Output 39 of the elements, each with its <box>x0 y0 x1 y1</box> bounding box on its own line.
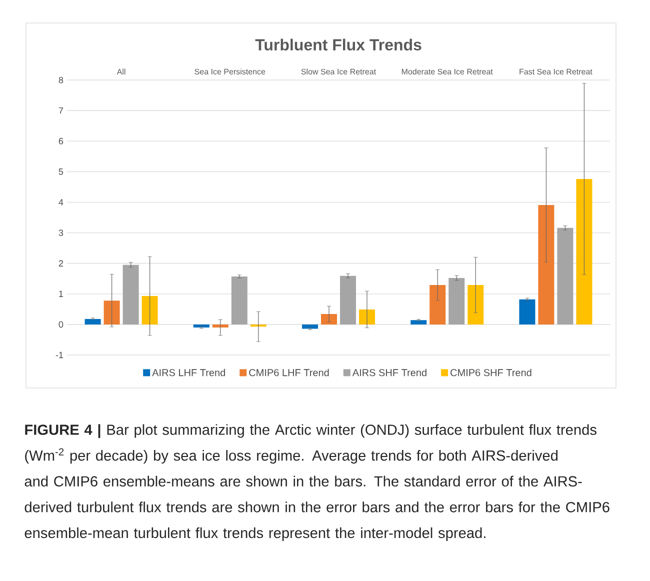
bar <box>250 324 266 327</box>
x-tick-label: Sea Ice Persistence <box>194 68 266 74</box>
bar <box>231 276 248 324</box>
chart-title: Turbluent Flux Trends <box>255 38 422 50</box>
bar <box>321 314 338 324</box>
bar <box>212 324 228 328</box>
bar <box>430 285 446 324</box>
y-tick-label: 8 <box>58 76 64 84</box>
y-tick-label: 3 <box>58 230 64 236</box>
y-tick-label: 5 <box>58 168 64 175</box>
bar <box>302 324 318 329</box>
x-tick-label: Slow Sea Ice Retreat <box>301 68 376 74</box>
bar <box>448 278 465 324</box>
y-tick-label: -1 <box>56 352 64 358</box>
bar <box>340 276 356 324</box>
bar <box>122 264 139 324</box>
bar <box>84 318 101 324</box>
legend-label: CMIP6 SHF Trend <box>450 368 532 376</box>
bar <box>557 228 574 324</box>
x-tick-label: Moderate Sea Ice Retreat <box>402 68 493 74</box>
text: FIGURE 4 | Bar plot summarizing the Arctic winter (ONDJ) surface turbulent flux trends (Wm$^{-2}$ per decade) by sea ice loss regime. Average trends for both AIRS-derived and CMIP6 ensemble-means are shown in the bars. The standard error of the AIRS-derived turbulent flux trends are shown in the error bars and the error bars for the CMIP6 ensemble-mean turbulent flux trends represent the inter-model spread. <box>24 424 610 542</box>
bar <box>519 299 536 324</box>
bar <box>538 204 554 324</box>
y-tick-label: 2 <box>58 260 64 266</box>
x-tick-label: Fast Sea Ice Retreat <box>520 68 592 74</box>
bar <box>193 324 210 328</box>
bar <box>104 300 120 324</box>
y-tick-label: 0 <box>58 321 64 328</box>
x-tick-label: All <box>116 68 126 74</box>
y-tick-label: 1 <box>59 290 64 297</box>
legend-label: CMIP6 LHF Trend <box>249 368 329 376</box>
y-tick-label: 7 <box>58 107 64 114</box>
bar <box>142 296 158 324</box>
legend-label: AIRS LHF Trend <box>152 368 225 376</box>
bar <box>359 309 376 324</box>
y-tick-label: 4 <box>58 199 64 206</box>
y-tick-label: 6 <box>58 138 64 144</box>
legend-label: AIRS SHF Trend <box>352 368 426 376</box>
bar <box>410 320 427 324</box>
